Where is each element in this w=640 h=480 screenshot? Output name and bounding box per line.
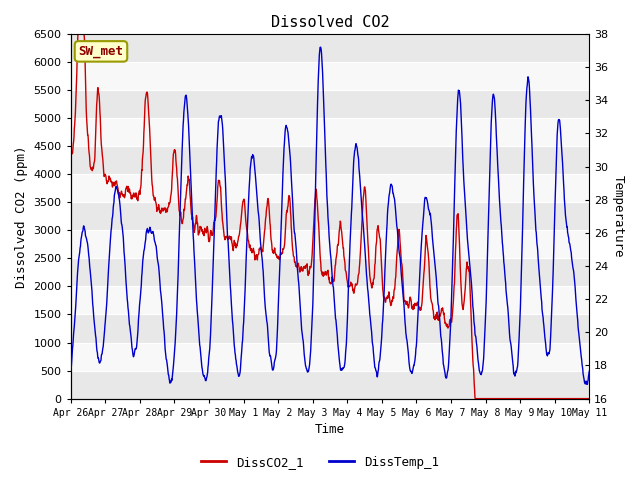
Bar	[70, 343, 589, 371]
Bar	[70, 371, 589, 398]
Bar	[70, 90, 589, 118]
Text: SW_met: SW_met	[79, 45, 124, 58]
Bar	[70, 118, 589, 146]
Bar	[70, 62, 589, 90]
Y-axis label: Dissolved CO2 (ppm): Dissolved CO2 (ppm)	[15, 145, 28, 288]
Title: Dissolved CO2: Dissolved CO2	[271, 15, 389, 30]
Bar	[70, 34, 589, 62]
X-axis label: Time: Time	[315, 423, 345, 436]
Bar	[70, 146, 589, 174]
Bar	[70, 287, 589, 314]
Bar	[70, 230, 589, 258]
Bar	[70, 174, 589, 202]
Bar	[70, 258, 589, 287]
Y-axis label: Temperature: Temperature	[612, 175, 625, 258]
Legend: DissCO2_1, DissTemp_1: DissCO2_1, DissTemp_1	[196, 451, 444, 474]
Bar	[70, 202, 589, 230]
Bar	[70, 314, 589, 343]
